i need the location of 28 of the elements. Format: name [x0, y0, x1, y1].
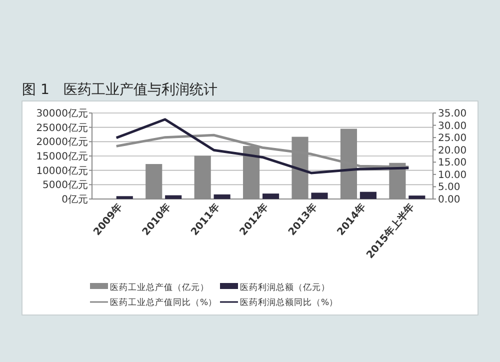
y-tick-label: 5000亿元 [42, 180, 88, 192]
y2-tick-label: 20.00 [438, 145, 467, 156]
legend-label: 医药工业总产值同比（%） [110, 296, 218, 308]
line-series [115, 118, 410, 174]
y2-tick-label: 10.00 [438, 170, 467, 181]
bar [311, 192, 328, 199]
legend-label: 医药利润总额（亿元） [240, 282, 330, 293]
bar [165, 195, 182, 199]
chart-title: 图 1 医药工业产值与利润统计 [22, 82, 218, 98]
y2-tick-label: 35.00 [438, 108, 467, 120]
legend-label: 医药利润总额同比（%） [240, 296, 338, 308]
y2-tick-label: 25.00 [438, 133, 467, 144]
y2-tick-label: 5.00 [438, 182, 460, 194]
y-tick-label: 25000亿元 [36, 122, 88, 134]
y2-tick-label: 15.00 [438, 158, 467, 169]
y-tick-label: 15000亿元 [36, 152, 88, 162]
y-tick-label: 30000亿元 [36, 108, 88, 120]
y2-tick-label: 0.00 [438, 194, 460, 206]
y-tick-label: 0亿元 [62, 194, 88, 206]
bar [262, 194, 280, 199]
y-tick-label: 10000亿元 [36, 166, 88, 177]
bar [116, 196, 133, 199]
y-tick-label: 20000亿元 [36, 137, 88, 148]
bar [214, 194, 230, 199]
bar [360, 192, 376, 199]
bar [408, 196, 426, 199]
legend-label: 医药工业总产值（亿元） [110, 282, 209, 293]
y2-tick-label: 30.00 [438, 120, 467, 132]
